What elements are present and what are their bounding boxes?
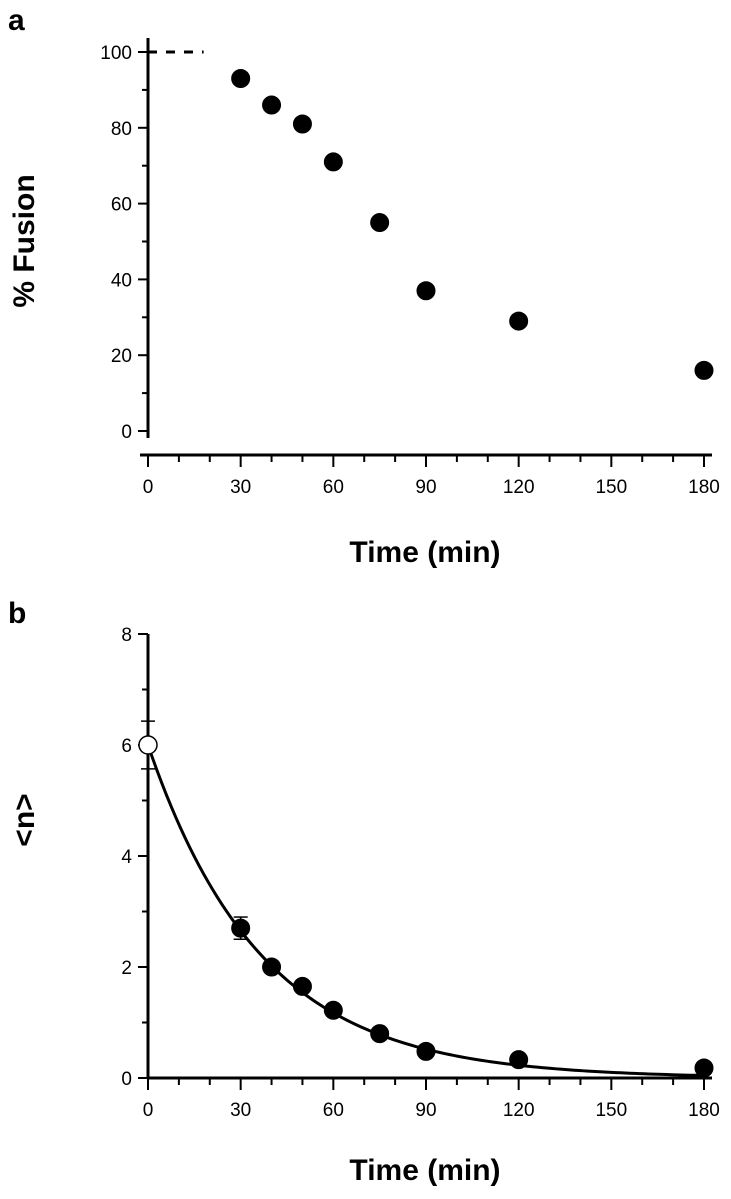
panel-a-y-axis-title: % Fusion bbox=[8, 174, 41, 307]
panel-a-y-tick-label: 100 bbox=[100, 43, 132, 64]
panel-a-data-point bbox=[262, 95, 282, 115]
panel-a-data-point bbox=[509, 311, 529, 331]
panel-a-data-point bbox=[416, 281, 436, 301]
panel-b-x-tick-label: 180 bbox=[688, 1100, 720, 1121]
panel-a-letter: a bbox=[8, 4, 25, 37]
panel-b-x-tick-label: 90 bbox=[415, 1100, 436, 1121]
panel-a-x-tick-label: 90 bbox=[415, 477, 436, 498]
panel-a-y-tick-label: 0 bbox=[121, 422, 132, 443]
panel-b-data-point bbox=[292, 976, 312, 996]
panel-a-x-axis-title: Time (min) bbox=[349, 536, 500, 569]
panel-a-x-tick-label: 120 bbox=[503, 477, 535, 498]
panel-b-y-tick-label: 8 bbox=[121, 625, 132, 646]
panel-a-data-point bbox=[694, 360, 714, 380]
panel-b-x-tick-label: 120 bbox=[503, 1100, 535, 1121]
panel-a-x-tick-label: 30 bbox=[230, 477, 251, 498]
panel-b-letter: b bbox=[8, 597, 26, 630]
panel-b-x-tick-label: 30 bbox=[230, 1100, 251, 1121]
panel-b-fit-curve bbox=[146, 744, 705, 1078]
panel-a-y-tick-label: 20 bbox=[111, 346, 132, 367]
panel-b-data-point bbox=[262, 957, 282, 977]
panel-b-y-axis-title: <n> bbox=[8, 793, 41, 846]
panel-b-y-tick-label: 2 bbox=[121, 958, 132, 979]
panel-a-y-tick-label: 80 bbox=[111, 119, 132, 140]
panel-b-marks: 0 2 4 6 8 0 30 60 90 120 150 180 bbox=[121, 625, 719, 1121]
panel-b-data-point bbox=[509, 1050, 529, 1070]
panel-b-open-data-point bbox=[138, 735, 158, 755]
panel-b-data-point bbox=[323, 1000, 343, 1020]
panel-a-x-tick-label: 0 bbox=[143, 477, 154, 498]
panel-b-x-tick-label: 150 bbox=[595, 1100, 627, 1121]
panel-b-x-axis-title: Time (min) bbox=[349, 1154, 500, 1187]
panel-b-y-tick-label: 0 bbox=[121, 1069, 132, 1090]
panel-a-x-tick-label: 180 bbox=[688, 477, 720, 498]
panel-a-x-tick-label: 60 bbox=[323, 477, 344, 498]
panel-a-marks: 0 20 40 60 80 100 0 30 60 90 120 150 180 bbox=[100, 38, 720, 498]
panel-b-data-point bbox=[416, 1041, 436, 1061]
panel-a-data-point bbox=[292, 114, 312, 134]
panel-b-x-tick-label: 60 bbox=[323, 1100, 344, 1121]
panel-a-chart: a 0 20 40 60 80 100 0 30 60 90 120 150 180 Time (min… bbox=[8, 4, 720, 569]
panel-a-y-tick-label: 40 bbox=[111, 270, 132, 291]
panel-b-data-point bbox=[370, 1024, 390, 1044]
panel-b-data-point bbox=[231, 918, 251, 938]
panel-b-y-tick-label: 6 bbox=[121, 736, 132, 757]
panel-a-data-point bbox=[231, 69, 251, 89]
panel-b-chart: b 0 2 4 6 8 0 30 60 90 120 150 180 Time (min) <n> bbox=[8, 597, 720, 1187]
panel-b-y-tick-label: 4 bbox=[121, 847, 132, 868]
panel-a-y-tick-label: 60 bbox=[111, 195, 132, 216]
panel-a-x-tick-label: 150 bbox=[595, 477, 627, 498]
panel-b-x-tick-label: 0 bbox=[143, 1100, 154, 1121]
panel-b-data-point bbox=[694, 1058, 714, 1078]
panel-a-data-point bbox=[323, 152, 343, 172]
panel-a-data-point bbox=[370, 213, 390, 233]
